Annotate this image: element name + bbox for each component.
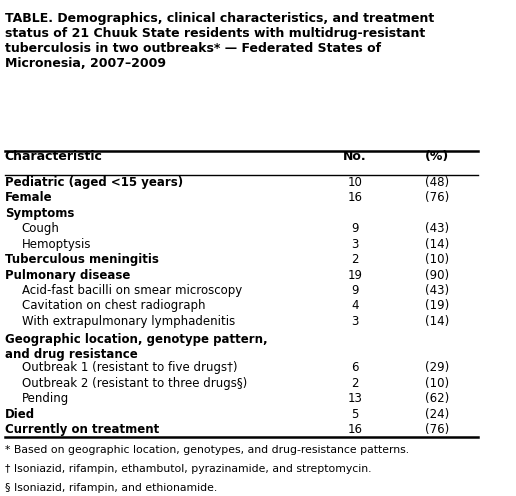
Text: 13: 13	[347, 392, 362, 405]
Text: 9: 9	[351, 284, 359, 297]
Text: Cough: Cough	[22, 222, 59, 235]
Text: (%): (%)	[425, 150, 449, 163]
Text: Geographic location, genotype pattern,
and drug resistance: Geographic location, genotype pattern, a…	[5, 333, 267, 361]
Text: 16: 16	[347, 191, 362, 204]
Text: Symptoms: Symptoms	[5, 207, 74, 220]
Text: Outbreak 1 (resistant to five drugs†): Outbreak 1 (resistant to five drugs†)	[22, 361, 237, 374]
Text: (90): (90)	[425, 268, 449, 282]
Text: (14): (14)	[425, 238, 449, 250]
Text: (24): (24)	[425, 408, 449, 421]
Text: (76): (76)	[425, 191, 449, 204]
Text: 9: 9	[351, 222, 359, 235]
Text: 16: 16	[347, 423, 362, 436]
Text: 2: 2	[351, 253, 359, 266]
Text: * Based on geographic location, genotypes, and drug-resistance patterns.: * Based on geographic location, genotype…	[5, 445, 409, 455]
Text: With extrapulmonary lymphadenitis: With extrapulmonary lymphadenitis	[22, 315, 235, 328]
Text: Female: Female	[5, 191, 53, 204]
Text: (10): (10)	[425, 377, 449, 390]
Text: † Isoniazid, rifampin, ethambutol, pyrazinamide, and streptomycin.: † Isoniazid, rifampin, ethambutol, pyraz…	[5, 464, 372, 474]
Text: (76): (76)	[425, 423, 449, 436]
Text: 3: 3	[351, 238, 359, 250]
Text: (10): (10)	[425, 253, 449, 266]
Text: Pulmonary disease: Pulmonary disease	[5, 268, 130, 282]
Text: (43): (43)	[425, 284, 449, 297]
Text: Pediatric (aged <15 years): Pediatric (aged <15 years)	[5, 176, 183, 189]
Text: No.: No.	[343, 150, 366, 163]
Text: (29): (29)	[425, 361, 449, 374]
Text: 5: 5	[351, 408, 359, 421]
Text: Tuberculous meningitis: Tuberculous meningitis	[5, 253, 159, 266]
Text: (43): (43)	[425, 222, 449, 235]
Text: § Isoniazid, rifampin, and ethionamide.: § Isoniazid, rifampin, and ethionamide.	[5, 483, 217, 493]
Text: 4: 4	[351, 300, 359, 312]
Text: Died: Died	[5, 408, 35, 421]
Text: Characteristic: Characteristic	[5, 150, 103, 163]
Text: 6: 6	[351, 361, 359, 374]
Text: (48): (48)	[425, 176, 449, 189]
Text: 19: 19	[347, 268, 362, 282]
Text: 3: 3	[351, 315, 359, 328]
Text: Hemoptysis: Hemoptysis	[22, 238, 91, 250]
Text: TABLE. Demographics, clinical characteristics, and treatment
status of 21 Chuuk : TABLE. Demographics, clinical characteri…	[5, 12, 434, 70]
Text: Acid-fast bacilli on smear microscopy: Acid-fast bacilli on smear microscopy	[22, 284, 242, 297]
Text: (62): (62)	[425, 392, 449, 405]
Text: Pending: Pending	[22, 392, 69, 405]
Text: Cavitation on chest radiograph: Cavitation on chest radiograph	[22, 300, 205, 312]
Text: (19): (19)	[425, 300, 449, 312]
Text: Outbreak 2 (resistant to three drugs§): Outbreak 2 (resistant to three drugs§)	[22, 377, 247, 390]
Text: 10: 10	[347, 176, 362, 189]
Text: (14): (14)	[425, 315, 449, 328]
Text: Currently on treatment: Currently on treatment	[5, 423, 159, 436]
Text: 2: 2	[351, 377, 359, 390]
